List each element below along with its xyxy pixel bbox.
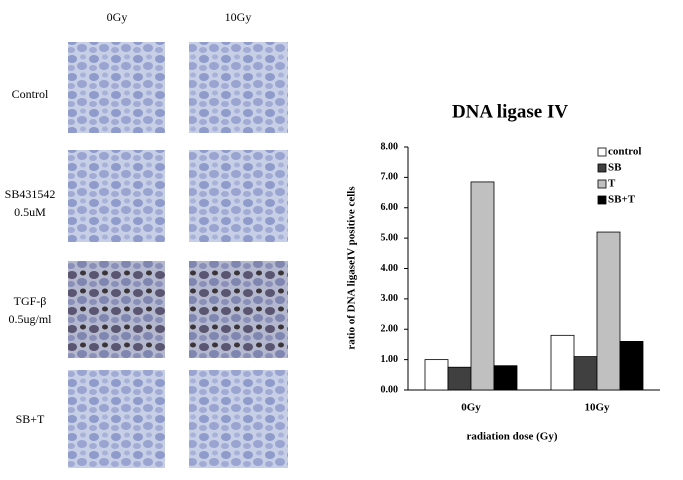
y-tick-label: 0.00	[381, 384, 399, 395]
micrographs	[68, 42, 288, 468]
legend-label: SB+T	[608, 194, 636, 206]
micrograph	[189, 370, 288, 468]
y-tick-label: 5.00	[381, 232, 399, 243]
x-tick-label: 0Gy	[461, 402, 481, 414]
legend-label: T	[608, 178, 616, 190]
y-tick-label: 6.00	[381, 202, 399, 213]
row-label: SB+T	[16, 412, 45, 426]
y-axis-label: ratio of DNA ligaseIV positive cells	[346, 186, 358, 350]
bar	[550, 334, 575, 391]
x-tick-label: 10Gy	[584, 402, 610, 414]
row-label: SB431542	[5, 187, 56, 201]
legend-swatch	[597, 163, 607, 173]
row-label: Control	[12, 87, 49, 101]
column-label: 0Gy	[107, 10, 128, 24]
y-tick-label: 3.00	[381, 293, 399, 304]
legend-label: control	[608, 146, 641, 158]
micrograph	[189, 42, 288, 133]
y-tick-label: 2.00	[381, 324, 399, 335]
y-tick-label: 8.00	[381, 141, 399, 152]
column-label: 10Gy	[225, 10, 252, 24]
bar	[573, 356, 598, 391]
bar	[493, 365, 518, 391]
bar	[470, 181, 495, 391]
bar	[447, 366, 472, 391]
legend-label: SB	[608, 162, 622, 174]
row-label: 0.5ug/ml	[8, 312, 52, 326]
y-tick-label: 4.00	[381, 263, 399, 274]
micrograph	[189, 261, 288, 358]
micrograph	[68, 370, 165, 468]
legend-swatch	[597, 195, 607, 205]
bar	[596, 231, 621, 391]
bar	[424, 359, 449, 391]
micrograph	[68, 42, 165, 133]
micrograph	[68, 150, 165, 242]
micrograph	[68, 261, 165, 358]
y-tick-label: 1.00	[381, 354, 399, 365]
chart-title: DNA ligase IV	[452, 101, 568, 122]
micrograph	[189, 150, 288, 242]
row-label: 0.5uM	[14, 205, 46, 219]
row-label: TGF-β	[14, 294, 47, 308]
bar	[619, 340, 644, 391]
x-axis-label: radiation dose (Gy)	[466, 431, 557, 443]
legend-swatch	[597, 179, 607, 189]
legend-swatch	[597, 147, 607, 157]
y-tick-label: 7.00	[381, 172, 399, 183]
